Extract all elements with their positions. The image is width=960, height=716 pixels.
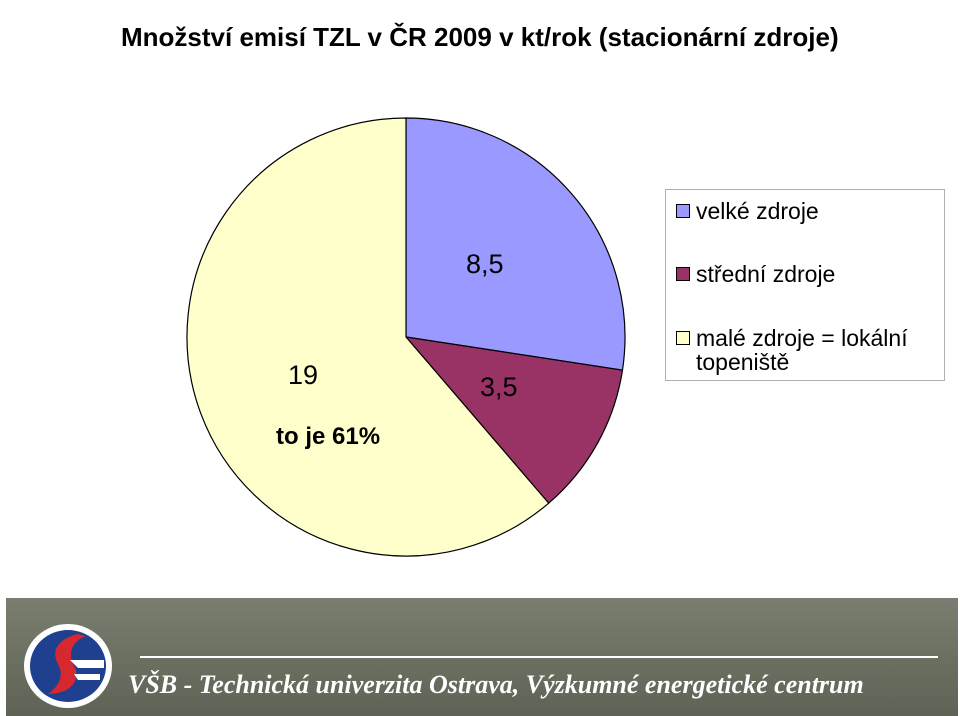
data-label-velke: 8,5 xyxy=(466,249,504,279)
data-label-stredni: 3,5 xyxy=(480,372,518,402)
pie-slice-velke xyxy=(405,117,626,371)
footer-text: VŠB - Technická univerzita Ostrava, Výzk… xyxy=(128,670,864,699)
footer-divider xyxy=(140,656,938,658)
legend-label-velke: velké zdroje xyxy=(696,198,819,224)
legend-label-male: malé zdroje = lokální topeniště xyxy=(696,325,908,375)
legend-swatch-male xyxy=(676,331,690,345)
legend-swatch-stredni xyxy=(676,267,690,281)
data-label-male: 19 xyxy=(288,360,319,390)
vsb-logo-icon xyxy=(24,624,112,708)
percentage-annotation: to je 61% xyxy=(276,423,381,450)
pie-slice-male xyxy=(186,117,550,557)
legend-label-stredni: střední zdroje xyxy=(696,261,836,287)
legend: velké zdroje střední zdroje malé zdroje … xyxy=(665,189,945,381)
pie-slice-stredni xyxy=(404,336,624,505)
chart-title: Množství emisí TZL v ČR 2009 v kt/rok (s… xyxy=(121,22,839,52)
legend-swatch-velke xyxy=(676,204,690,218)
pie-chart xyxy=(186,117,626,557)
footer-banner: VŠB - Technická univerzita Ostrava, Výzk… xyxy=(6,598,958,716)
chart-area: 8,5 3,5 19 to je 61% xyxy=(0,80,960,580)
